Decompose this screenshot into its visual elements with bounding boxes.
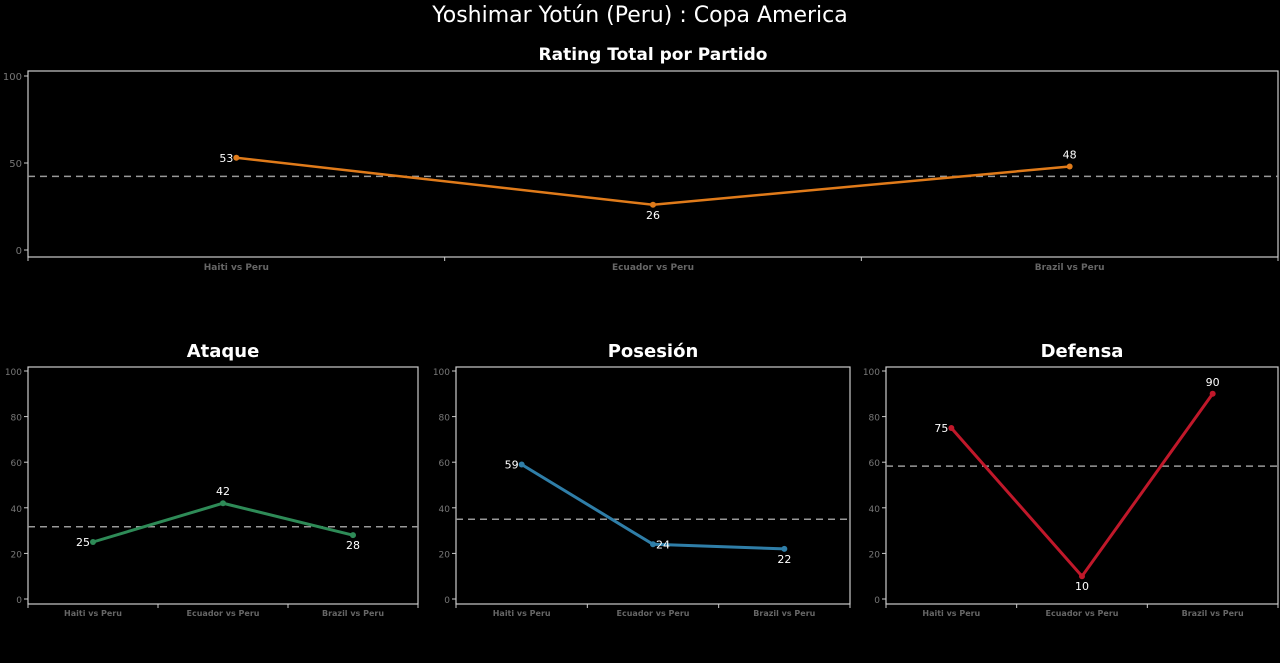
y-tick-label: 60 xyxy=(869,459,881,469)
data-point xyxy=(1079,573,1085,580)
data-label: 10 xyxy=(1075,580,1089,593)
data-point xyxy=(650,541,656,548)
y-tick-label: 100 xyxy=(5,368,22,378)
data-point xyxy=(1066,163,1073,170)
data-point xyxy=(90,539,96,545)
data-point xyxy=(650,201,656,208)
plot-frame xyxy=(455,366,851,605)
x-tick-label: Haiti vs Peru xyxy=(204,263,269,273)
x-tick-label: Ecuador vs Peru xyxy=(187,609,260,618)
series-line xyxy=(92,501,354,544)
plot-frame xyxy=(885,366,1279,605)
chart-title: Posesión xyxy=(608,341,699,362)
data-point xyxy=(948,425,955,431)
x-tick-label: Ecuador vs Peru xyxy=(1046,609,1119,618)
x-tick-label: Brazil vs Peru xyxy=(753,609,815,618)
y-tick-label: 20 xyxy=(869,550,881,560)
data-label: 48 xyxy=(1063,148,1077,161)
data-label: 53 xyxy=(219,152,233,165)
y-tick-label: 40 xyxy=(869,505,881,515)
y-tick-label: 20 xyxy=(11,550,23,560)
data-label: 26 xyxy=(646,209,660,222)
x-tick-label: Brazil vs Peru xyxy=(1182,609,1244,618)
y-tick-label: 20 xyxy=(439,550,451,560)
data-label: 24 xyxy=(656,538,670,551)
series-line xyxy=(236,156,1070,207)
x-tick-label: Brazil vs Peru xyxy=(322,609,384,618)
series-line xyxy=(520,463,785,551)
x-tick-label: Ecuador vs Peru xyxy=(617,609,690,618)
y-tick-label: 100 xyxy=(433,368,450,378)
series-line xyxy=(950,392,1214,579)
y-tick-label: 40 xyxy=(11,505,23,515)
y-tick-label: 0 xyxy=(16,596,22,606)
chart-title: Rating Total por Partido xyxy=(539,45,768,65)
y-tick-label: 80 xyxy=(869,414,881,424)
chart-title: Defensa xyxy=(1041,341,1124,362)
chart-title: Ataque xyxy=(187,341,260,362)
y-tick-label: 0 xyxy=(16,246,22,257)
y-tick-label: 60 xyxy=(439,459,451,469)
y-tick-label: 100 xyxy=(3,72,22,83)
y-tick-label: 60 xyxy=(11,459,23,469)
x-tick-label: Haiti vs Peru xyxy=(64,609,122,618)
data-label: 28 xyxy=(346,539,360,552)
data-point xyxy=(1209,390,1216,397)
data-label: 25 xyxy=(76,536,90,549)
y-tick-label: 50 xyxy=(9,159,22,170)
data-label: 75 xyxy=(934,422,948,435)
y-tick-label: 0 xyxy=(444,596,450,606)
plot-frame xyxy=(27,366,419,605)
y-tick-label: 80 xyxy=(11,414,23,424)
y-tick-label: 40 xyxy=(439,505,451,515)
x-tick-label: Ecuador vs Peru xyxy=(612,263,694,273)
data-label: 42 xyxy=(216,485,230,498)
main-title: Yoshimar Yotún (Peru) : Copa America xyxy=(432,3,848,28)
y-tick-label: 80 xyxy=(439,414,451,424)
data-point xyxy=(350,532,356,539)
y-tick-label: 0 xyxy=(874,596,880,606)
x-tick-label: Brazil vs Peru xyxy=(1035,263,1105,273)
plot-frame xyxy=(27,70,1279,258)
y-tick-label: 100 xyxy=(863,368,880,378)
data-point xyxy=(220,500,226,507)
data-label: 59 xyxy=(505,458,519,471)
data-point xyxy=(233,154,240,161)
x-tick-label: Haiti vs Peru xyxy=(922,609,980,618)
data-point xyxy=(518,461,525,468)
data-label: 22 xyxy=(777,553,791,566)
data-label: 90 xyxy=(1206,376,1220,389)
x-tick-label: Haiti vs Peru xyxy=(493,609,551,618)
data-point xyxy=(781,545,788,552)
